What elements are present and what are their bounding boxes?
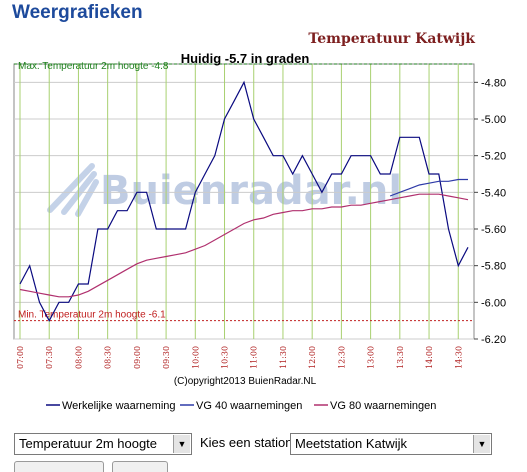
y-tick-label: -5.00: [481, 114, 506, 126]
x-tick-label: 14:30: [454, 346, 463, 369]
chart-subtitle: Temperatuur Katwijk: [308, 31, 475, 47]
station-label: Kies een station:: [200, 435, 297, 450]
watermark-logo: Buienradar.nl: [47, 163, 402, 217]
x-tick-label: 08:00: [74, 346, 83, 369]
x-tick-label: 09:30: [162, 346, 171, 369]
x-tick-label: 11:00: [250, 346, 259, 369]
chevron-down-icon[interactable]: ▼: [173, 435, 190, 453]
series-line: [19, 193, 469, 298]
x-tick-label: 13:00: [367, 346, 376, 369]
temperature-chart: Buienradar.nl Max. Temperatuur 2m hoogte…: [13, 51, 506, 412]
y-tick-label: -4.80: [481, 77, 506, 89]
page-title: Weergrafieken: [12, 2, 143, 23]
x-tick-label: 11:30: [279, 346, 288, 369]
x-tick-label: 08:30: [104, 346, 113, 369]
x-tick-label: 12:30: [337, 346, 346, 369]
watermark-stripe: [47, 163, 95, 213]
series-line: [389, 178, 468, 197]
chart-title: Huidig -5.7 in graden: [181, 51, 310, 66]
y-tick-label: -5.20: [481, 151, 506, 163]
x-tick-label: 10:00: [191, 346, 200, 369]
x-tick-label: 12:00: [308, 346, 317, 369]
y-tick-label: -6.20: [481, 334, 506, 346]
y-tick-label: -5.80: [481, 261, 506, 273]
parameter-select[interactable]: Temperatuur 2m hoogte ▼: [14, 433, 192, 455]
reference-line-label: Max. Temperatuur 2m hoogte -4.8: [18, 61, 169, 72]
watermark-text: Buienradar.nl: [100, 168, 402, 214]
chevron-down-icon[interactable]: ▼: [473, 435, 490, 453]
station-select-value: Meetstation Katwijk: [295, 436, 407, 451]
station-select[interactable]: Meetstation Katwijk ▼: [290, 433, 492, 455]
x-tick-label: 13:30: [396, 346, 405, 369]
x-tick-label: 07:00: [16, 346, 25, 369]
series-line: [19, 80, 469, 322]
legend-label: Werkelijke waarneming: [62, 400, 176, 412]
parameter-select-value: Temperatuur 2m hoogte: [19, 436, 158, 451]
watermark-stripe: [75, 179, 99, 217]
x-tick-label: 10:30: [221, 346, 230, 369]
watermark-stripe: [61, 171, 97, 215]
controls-bar: Temperatuur 2m hoogte ▼ Kies een station…: [14, 433, 514, 472]
legend-label: VG 80 waarnemingen: [330, 400, 436, 412]
x-tick-label: 14:00: [425, 346, 434, 369]
reference-line-label: Min. Temperatuur 2m hoogte -6.1: [18, 310, 166, 321]
legend-label: VG 40 waarnemingen: [196, 400, 302, 412]
y-tick-label: -6.00: [481, 297, 506, 309]
x-tick-label: 09:00: [133, 346, 142, 369]
copyright-text: (C)opyright2013 BuienRadar.NL: [174, 376, 317, 387]
x-tick-label: 07:30: [45, 346, 54, 369]
y-tick-label: -5.60: [481, 224, 506, 236]
y-tick-label: -5.40: [481, 187, 506, 199]
